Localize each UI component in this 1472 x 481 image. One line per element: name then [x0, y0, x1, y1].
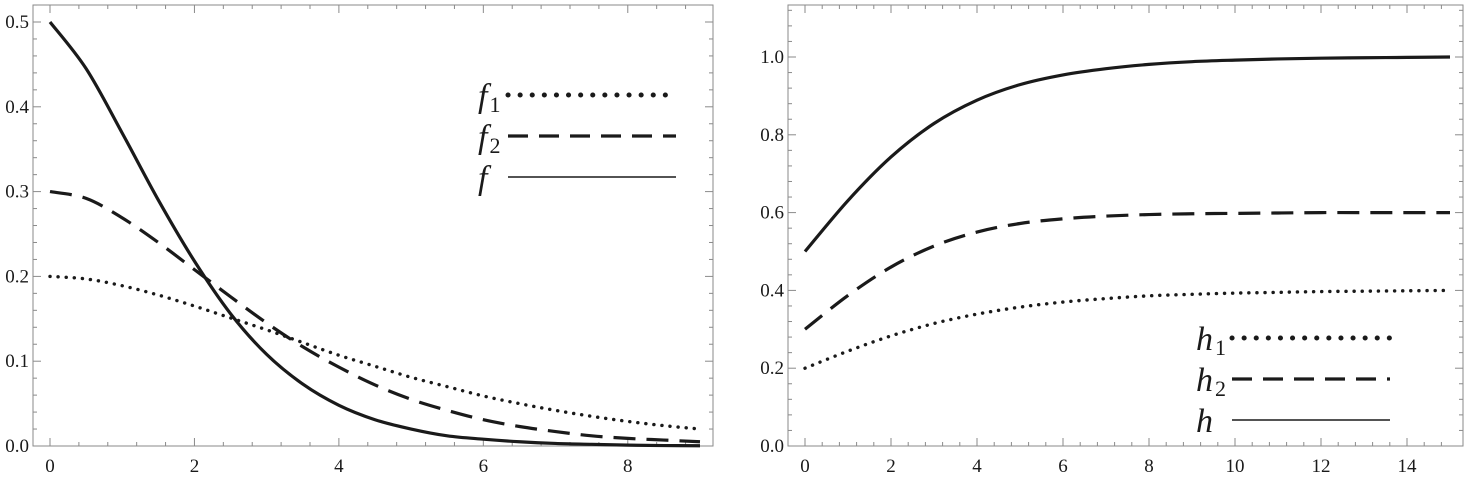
- legend-label: h2: [1196, 362, 1226, 401]
- x-tick-label: 12: [1312, 456, 1331, 477]
- x-tick-label: 2: [190, 456, 200, 477]
- legend-label: f2: [478, 119, 500, 158]
- x-tick-label: 14: [1398, 456, 1418, 477]
- series-line-h2: [804, 210, 1450, 331]
- x-tick-label: 6: [1058, 456, 1068, 477]
- y-tick-label: 0.4: [5, 97, 29, 118]
- y-tick-label: 0.2: [760, 358, 784, 379]
- y-tick-label: 0.0: [5, 436, 29, 457]
- x-tick-label: 8: [1144, 456, 1154, 477]
- legend-label: f: [478, 160, 492, 197]
- plot-frame: [32, 4, 714, 447]
- legend-label: h1: [1196, 321, 1226, 360]
- legend-label: h: [1196, 403, 1213, 440]
- y-tick-label: 1.0: [760, 47, 784, 68]
- y-tick-label: 0.6: [760, 203, 784, 224]
- series-line-h: [803, 55, 1451, 253]
- legend-label: f1: [478, 78, 500, 117]
- x-tick-label: 8: [623, 456, 633, 477]
- y-tick-label: 0.5: [5, 12, 29, 33]
- x-tick-label: 6: [479, 456, 489, 477]
- x-tick-label: 2: [886, 456, 896, 477]
- x-tick-label: 0: [800, 456, 810, 477]
- y-tick-label: 0.1: [5, 351, 29, 372]
- y-tick-label: 0.8: [760, 125, 784, 146]
- x-tick-label: 4: [972, 456, 982, 477]
- y-tick-label: 0.2: [5, 266, 29, 287]
- x-tick-label: 10: [1226, 456, 1245, 477]
- series-line-f: [48, 21, 701, 448]
- y-tick-label: 0.4: [760, 280, 784, 301]
- series-line-h1: [803, 288, 1452, 370]
- plot-frame: [787, 4, 1464, 447]
- series-line-f1: [48, 274, 702, 431]
- x-tick-label: 0: [45, 456, 55, 477]
- y-tick-label: 0.3: [5, 182, 29, 203]
- x-tick-label: 4: [334, 456, 344, 477]
- y-tick-label: 0.0: [760, 436, 784, 457]
- series-line-f2: [49, 190, 701, 444]
